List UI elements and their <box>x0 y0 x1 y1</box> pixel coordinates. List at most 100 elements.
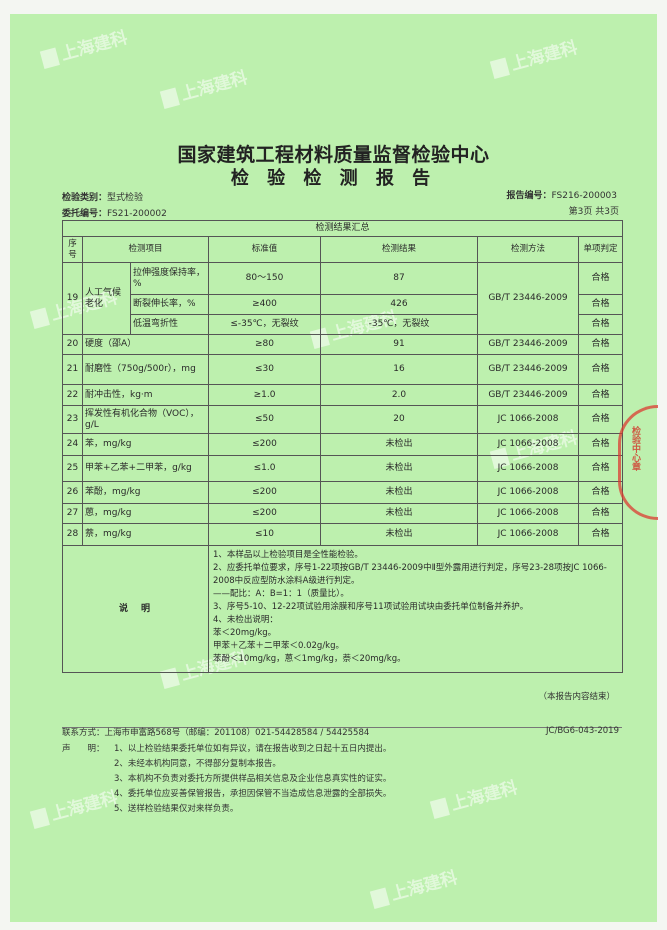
cell-item: 甲苯+乙苯+二甲苯，g/kg <box>82 455 209 482</box>
cell-method: JC 1066-2008 <box>477 405 579 434</box>
watermark: 上海建科 <box>158 63 250 110</box>
note-line: 1、本样品以上检验项目是全性能检验。 <box>213 550 363 560</box>
cell-verdict: 合格 <box>577 433 624 456</box>
cell-no: 20 <box>62 334 83 355</box>
cell-std: ≤200 <box>208 503 321 524</box>
cell-result: 未检出 <box>320 433 478 456</box>
cell-verdict: 合格 <box>577 384 624 406</box>
cell-item: 耐磨性（750g/500r），mg <box>82 354 209 385</box>
cell-method: JC 1066-2008 <box>477 433 579 456</box>
results-table: 检测结果汇总 序号 检测项目 标准值 检测结果 检测方法 单项判定 19 人工气… <box>61 220 624 673</box>
table-row: 27 蒽，mg/kg ≤200 未检出 JC 1066-2008 合格 <box>62 503 624 524</box>
commission-number: 委托编号：FS21-200002 <box>62 209 167 219</box>
statement-line: 5、送样检验结果仅对来样负责。 <box>114 804 239 814</box>
cell-std: ≤50 <box>208 405 321 434</box>
cell-no: 27 <box>62 503 83 524</box>
table-row: 25 甲苯+乙苯+二甲苯，g/kg ≤1.0 未检出 JC 1066-2008 合格 <box>62 455 624 482</box>
note-line: 甲苯＋乙苯＋二甲苯＜0.02g/kg。 <box>213 641 345 651</box>
col-header: 检测结果 <box>320 236 478 263</box>
col-header: 检测项目 <box>82 236 209 263</box>
note-line: 苯酚＜10mg/kg，蒽＜1mg/kg，萘＜20mg/kg。 <box>213 654 406 664</box>
cell-verdict: 合格 <box>577 354 624 385</box>
notes-row: 说 明 1、本样品以上检验项目是全性能检验。 2、应委托单位要求，序号1-22项按… <box>62 545 624 673</box>
cell-item: 挥发性有机化合物（VOC），g/L <box>82 405 209 434</box>
cell-std: ≤10 <box>208 523 321 546</box>
statement-line: 3、本机构不负责对委托方所提供样品相关信息及企业信息真实性的证实。 <box>114 774 392 784</box>
note-line: ——配比：A：B=1：1（质量比）。 <box>213 589 349 599</box>
cell-std: ≤200 <box>208 433 321 456</box>
end-note: （本报告内容结束） <box>538 692 615 702</box>
statement-line: 2、未经本机构同意，不得部分复制本报告。 <box>114 759 281 769</box>
cell-result: 20 <box>320 405 478 434</box>
cell-no: 28 <box>62 523 83 546</box>
watermark: 上海建科 <box>28 783 120 830</box>
cell-result: 2.0 <box>320 384 478 406</box>
cell-item: 萘，mg/kg <box>82 523 209 546</box>
cell-result: 未检出 <box>320 523 478 546</box>
cell-no: 23 <box>62 405 83 434</box>
cell-result: 未检出 <box>320 481 478 504</box>
col-header: 单项判定 <box>577 236 624 263</box>
watermark: 上海建科 <box>428 773 520 820</box>
cell-std: ≤200 <box>208 481 321 504</box>
note-line: 3、序号5-10、12-22项试验用涂膜和序号11项试验用试块由委托单位制备并养… <box>213 602 529 612</box>
table-row: 19 人工气候老化 拉伸强度保持率，% 80～150 87 GB/T 23446… <box>62 262 624 335</box>
page-number: 第3页 共3页 <box>568 207 619 217</box>
cell-method: JC 1066-2008 <box>477 481 579 504</box>
cell-method: GB/T 23446-2009 <box>477 384 579 406</box>
statement-line: 4、委托单位应妥善保管报告，承担因保管不当造成信息泄露的全部损失。 <box>114 789 392 799</box>
cell-std: ≤1.0 <box>208 455 321 482</box>
watermark: 上海建科 <box>38 23 130 70</box>
note-line: 2、应委托单位要求，序号1-22项按GB/T 23446-2009中Ⅱ型外露用进… <box>213 563 607 586</box>
cell-item: 苯酚，mg/kg <box>82 481 209 504</box>
cell-verdict: 合格 <box>577 523 624 546</box>
cell-std: ≥80 <box>208 334 321 355</box>
cell-std: ≥1.0 <box>208 384 321 406</box>
cell-result: 未检出 <box>320 503 478 524</box>
cell-std: ≤30 <box>208 354 321 385</box>
table-row: 24 苯，mg/kg ≤200 未检出 JC 1066-2008 合格 <box>62 433 624 456</box>
notes: 1、本样品以上检验项目是全性能检验。 2、应委托单位要求，序号1-22项按GB/T… <box>207 545 624 673</box>
cell-item: 蒽，mg/kg <box>82 503 209 524</box>
note-line: 4、未检出说明： <box>213 615 278 625</box>
cell-item: 耐冲击性，kg·m <box>82 384 209 406</box>
table-row: 28 萘，mg/kg ≤10 未检出 JC 1066-2008 合格 <box>62 523 624 546</box>
contact-info: 联系方式：上海市申富路568号（邮编：201108）021-54428584 /… <box>62 728 370 738</box>
cell-verdict: 合格 <box>577 455 624 482</box>
table-row: 低温弯折性 ≤-35℃，无裂纹 -35℃，无裂纹 合格 <box>63 314 624 335</box>
col-header: 标准值 <box>208 236 321 263</box>
report-title: 检 验 检 测 报 告 <box>230 168 437 189</box>
cell-verdict: 合格 <box>577 334 624 355</box>
divider <box>62 727 622 728</box>
table-row: 21 耐磨性（750g/500r），mg ≤30 16 GB/T 23446-2009 合… <box>62 354 624 385</box>
cell-item: 苯，mg/kg <box>82 433 209 456</box>
table-row: 23 挥发性有机化合物（VOC），g/L ≤50 20 JC 1066-2008 合格 <box>62 405 624 434</box>
cell-method: JC 1066-2008 <box>477 523 579 546</box>
red-seal: 检验中心章 <box>618 405 658 520</box>
cell-method: JC 1066-2008 <box>477 503 579 524</box>
cell-method: GB/T 23446-2009 <box>477 334 579 355</box>
cell-result: 91 <box>320 334 478 355</box>
table-row: 22 耐冲击性，kg·m ≥1.0 2.0 GB/T 23446-2009 合格 <box>62 384 624 406</box>
cell-no: 22 <box>62 384 83 406</box>
notes-label: 说 明 <box>62 545 209 673</box>
cell-result: 16 <box>320 354 478 385</box>
organization-name: 国家建筑工程材料质量监督检验中心 <box>177 144 490 166</box>
statement-label: 声 明： <box>62 744 105 754</box>
statements: 1、以上检验结果委托单位如有异议，请在报告收到之日起十五日内提出。 2、未经本机构… <box>114 742 391 817</box>
cell-no: 25 <box>62 455 83 482</box>
document-code: JC/BG6-043-2019 <box>546 726 619 736</box>
cell-no: 21 <box>62 354 83 385</box>
cell-item: 硬度（邵A） <box>82 334 209 355</box>
table-row: 26 苯酚，mg/kg ≤200 未检出 JC 1066-2008 合格 <box>62 481 624 504</box>
table-row: 20 硬度（邵A） ≥80 91 GB/T 23446-2009 合格 <box>62 334 624 355</box>
cell-method: JC 1066-2008 <box>477 455 579 482</box>
cell-verdict: 合格 <box>577 405 624 434</box>
col-header: 检测方法 <box>477 236 579 263</box>
cell-verdict: 合格 <box>577 503 624 524</box>
cell-no: 26 <box>62 481 83 504</box>
watermark: 上海建科 <box>368 863 460 910</box>
watermark: 上海建科 <box>488 33 580 80</box>
report-number: 报告编号：FS216-200003 <box>506 191 617 201</box>
table-caption: 检测结果汇总 <box>61 220 624 237</box>
